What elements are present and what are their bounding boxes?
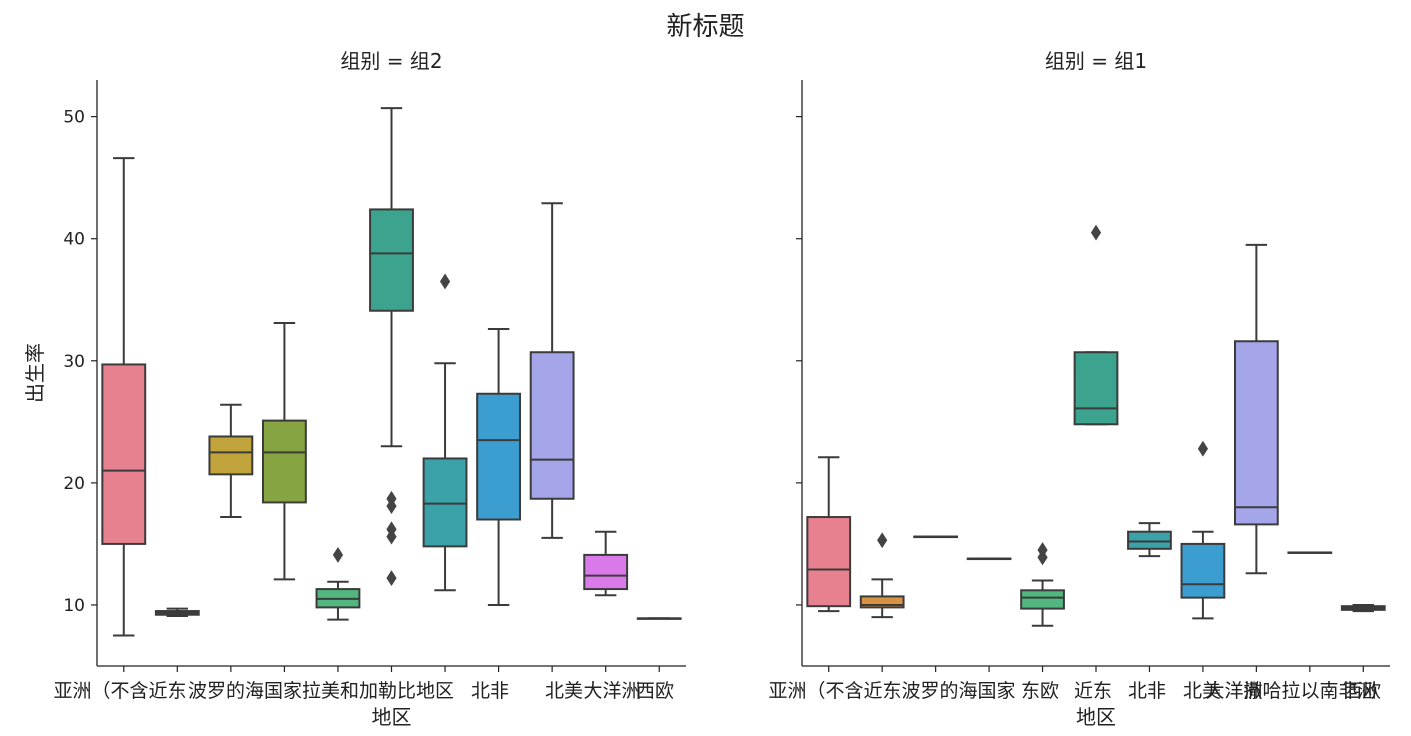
box-body <box>806 516 852 608</box>
box-body <box>369 208 414 312</box>
box-body <box>261 419 307 504</box>
flier-point <box>1090 224 1102 241</box>
x-tick-label: 近东 <box>1074 680 1112 702</box>
x-tick-label: 拉美和加勒比地区 <box>302 680 454 702</box>
x-tick-label: 大洋洲 <box>583 680 640 702</box>
box-body <box>1180 542 1226 599</box>
box-body <box>1020 589 1065 610</box>
flier-point <box>1197 440 1209 457</box>
y-tick-label: 10 <box>63 596 85 616</box>
y-axis-label: 出生率 <box>23 343 47 403</box>
x-tick-label: 北美 <box>1183 680 1221 702</box>
x-tick-label: 亚洲（不含近东波罗的海国家 <box>768 680 1015 702</box>
x-tick-label: 亚洲（不含近东 <box>53 680 186 702</box>
x-tick-label: 东欧 <box>1021 680 1059 702</box>
figure-title: 新标题 <box>666 12 745 42</box>
flier-point <box>386 521 397 538</box>
flier-point <box>439 273 451 290</box>
x-tick-label: 西欧 <box>636 680 674 702</box>
box-body <box>529 351 575 500</box>
x-tick-label: 西欧 <box>1343 680 1381 702</box>
y-tick-label: 50 <box>63 108 85 128</box>
x-tick-label: 波罗的海 <box>188 680 264 702</box>
x-tick-label: 北非 <box>471 680 509 702</box>
panel-title: 组别 = 组1 <box>1045 49 1147 73</box>
flier-point <box>332 546 344 563</box>
x-tick-label: 北非 <box>1128 680 1166 702</box>
y-tick-label: 40 <box>63 230 85 250</box>
box-body <box>1073 351 1119 426</box>
box-body <box>101 363 147 545</box>
box-body <box>583 553 629 591</box>
flier-point <box>1037 542 1048 558</box>
y-tick-label: 20 <box>63 474 85 494</box>
box-body <box>476 392 522 521</box>
flier-point <box>386 570 397 587</box>
box-body <box>859 595 905 609</box>
box-body <box>1127 530 1172 550</box>
box-body <box>1233 340 1279 526</box>
box-body <box>208 435 254 476</box>
box-body <box>422 457 468 548</box>
x-tick-label: 撒哈拉以南非洲 <box>1243 680 1376 702</box>
x-axis-label: 地区 <box>1076 705 1116 729</box>
x-tick-label: 国家 <box>264 680 302 702</box>
x-tick-label: 北美 <box>545 680 583 702</box>
y-tick-label: 30 <box>63 352 85 372</box>
panel-title: 组别 = 组2 <box>340 49 442 73</box>
flier-point <box>386 490 397 507</box>
x-tick-label: 大洋洲 <box>1205 680 1262 702</box>
x-axis-label: 地区 <box>372 705 412 729</box>
flier-point <box>877 532 888 549</box>
